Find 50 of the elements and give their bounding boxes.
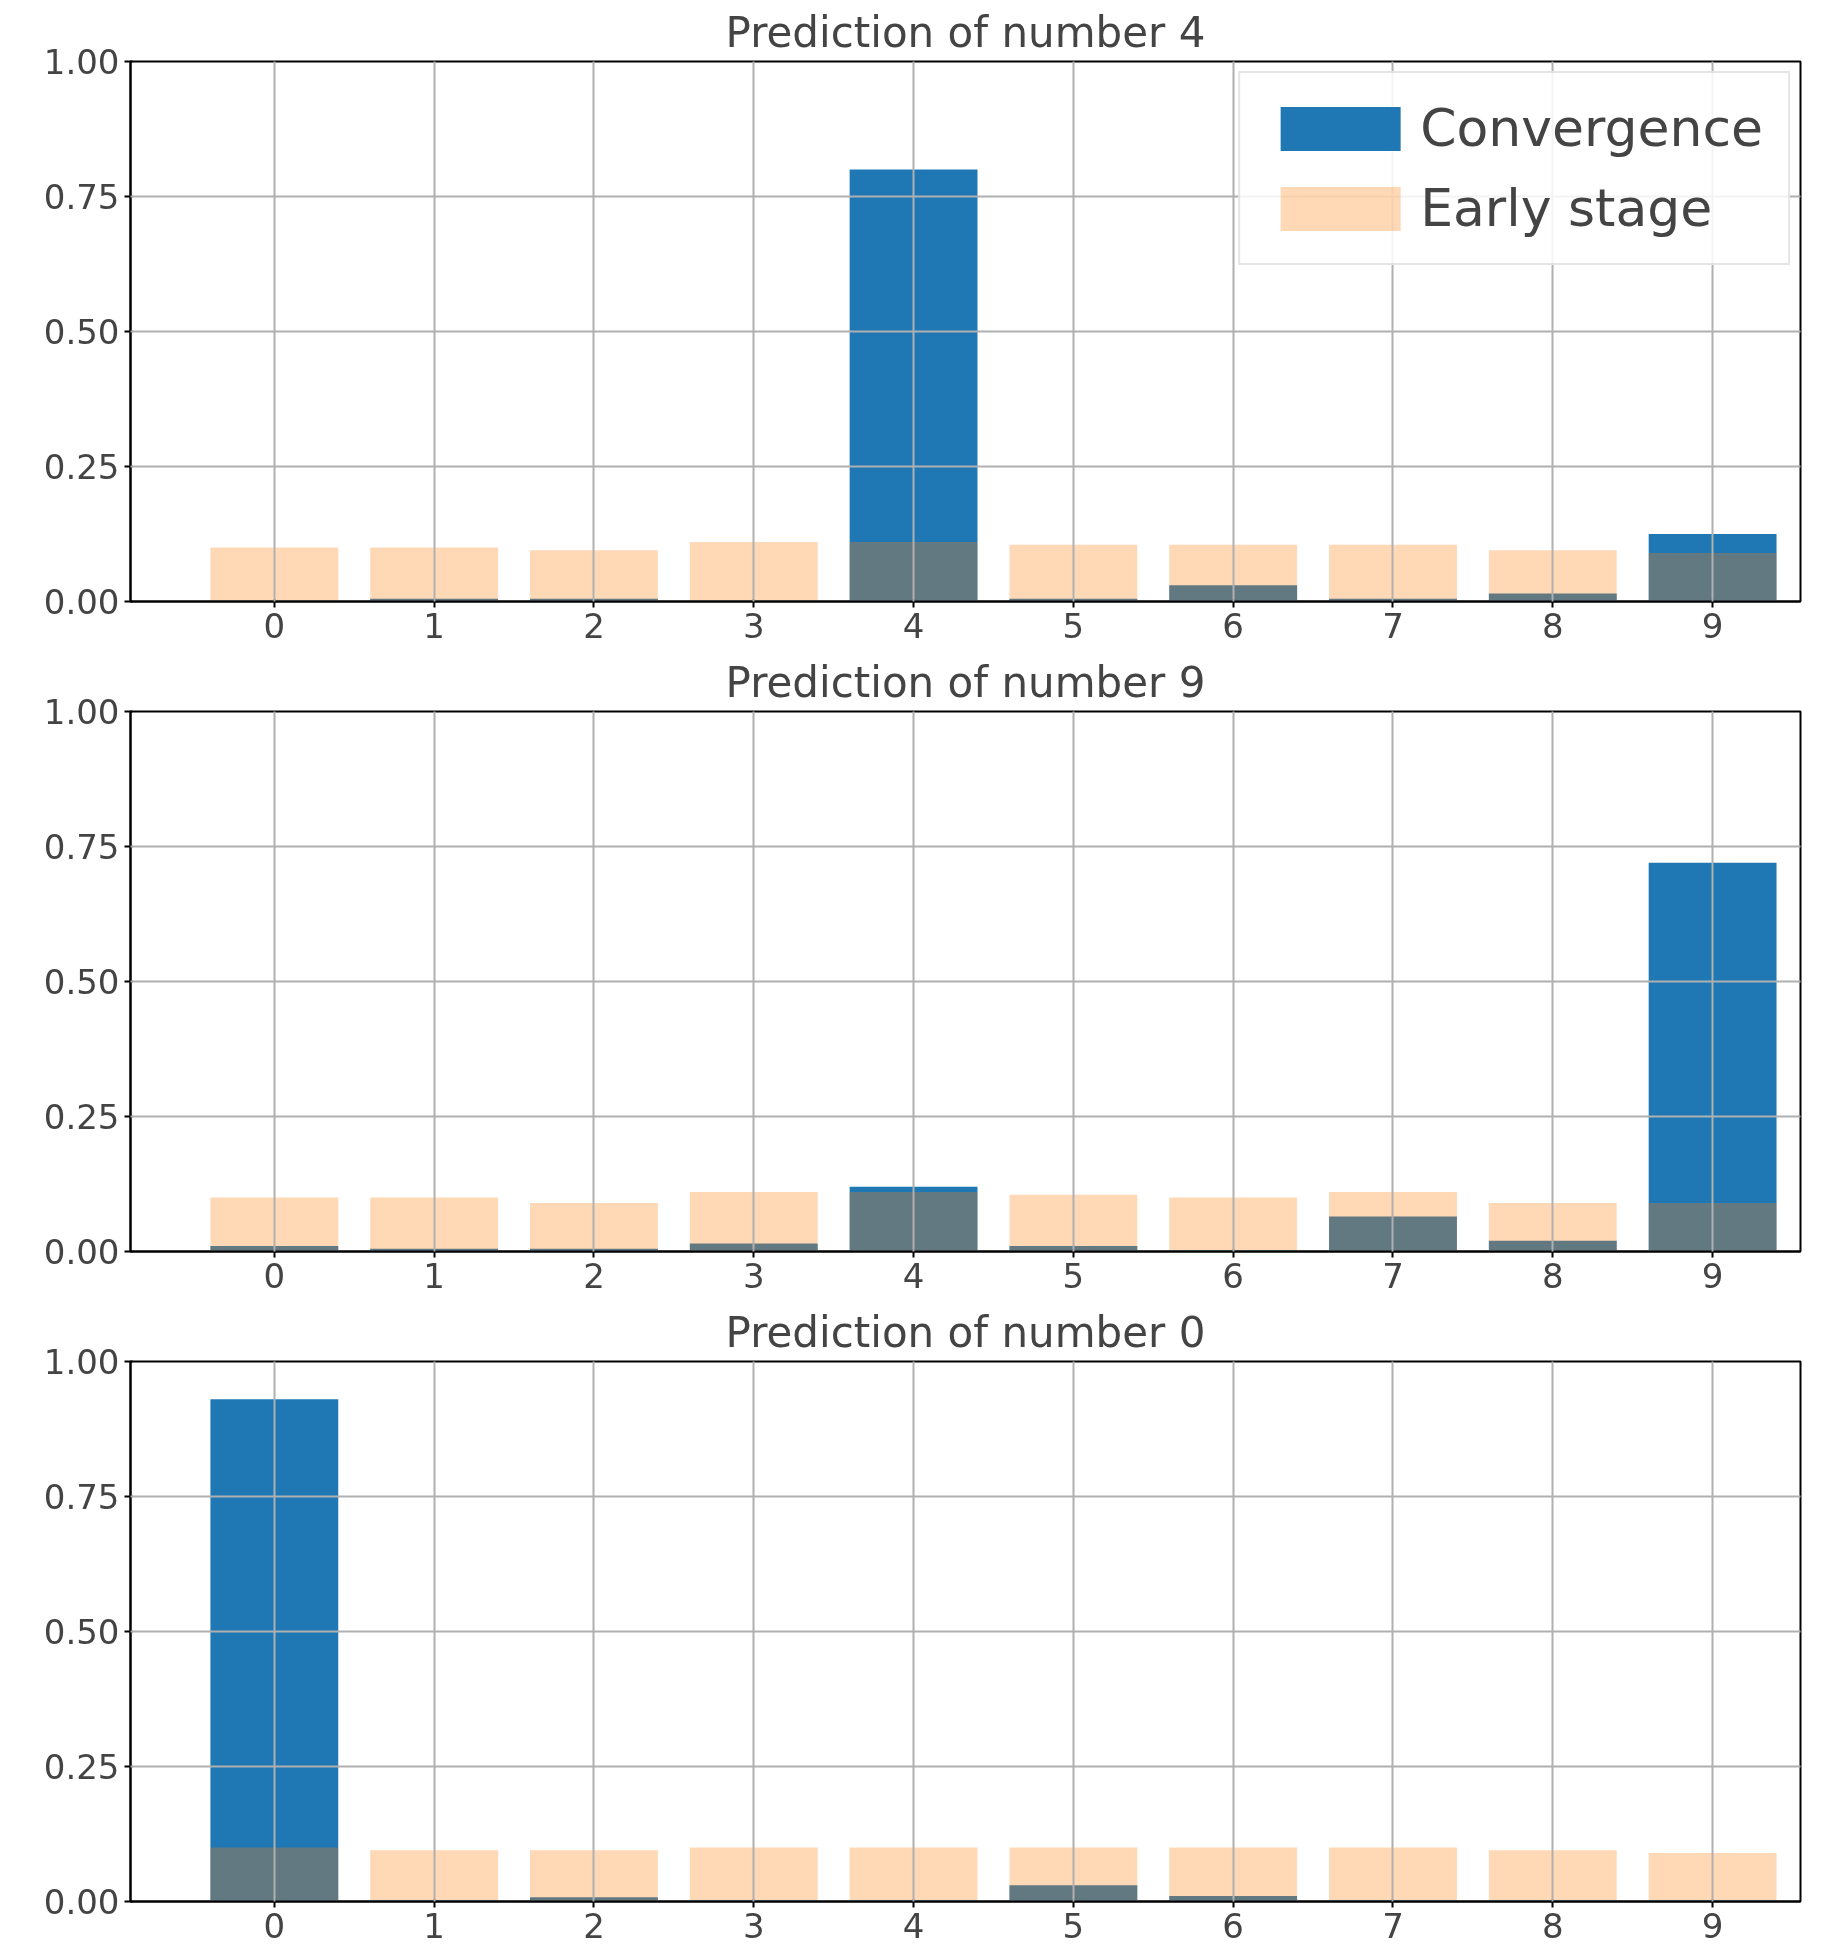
y-tick-label: 1.00 (43, 692, 120, 732)
legend-label: Early stage (1420, 178, 1713, 238)
x-tick-label: 0 (263, 1255, 286, 1296)
x-tick-label: 0 (263, 1905, 286, 1946)
y-tick-label: 0.00 (43, 1882, 120, 1922)
x-tick-label: 4 (902, 1905, 925, 1946)
x-tick-label: 3 (742, 1255, 765, 1296)
y-tick-label: 0.75 (43, 177, 120, 217)
y-tick-label: 0.75 (43, 1477, 120, 1517)
y-tick-label: 1.00 (43, 42, 120, 82)
y-tick-label: 0.50 (43, 962, 120, 1002)
x-tick-label: 8 (1541, 605, 1564, 646)
chart-title: Prediction of number 0 (725, 1307, 1206, 1357)
y-tick-label: 1.00 (43, 1342, 120, 1382)
x-tick-label: 4 (902, 1255, 925, 1296)
x-tick-label: 9 (1701, 1905, 1724, 1946)
x-tick-label: 0 (263, 605, 286, 646)
x-tick-label: 5 (1062, 1255, 1085, 1296)
x-tick-label: 6 (1222, 605, 1244, 646)
chart-title: Prediction of number 4 (725, 7, 1206, 57)
x-tick-label: 8 (1541, 1255, 1564, 1296)
x-tick-label: 2 (583, 605, 605, 646)
x-tick-label: 8 (1541, 1905, 1564, 1946)
y-tick-label: 0.25 (43, 1747, 120, 1787)
x-tick-label: 7 (1382, 605, 1404, 646)
y-tick-label: 0.25 (43, 447, 120, 487)
legend-label: Convergence (1420, 98, 1763, 158)
x-tick-label: 5 (1062, 1905, 1085, 1946)
y-tick-label: 0.75 (43, 827, 120, 867)
y-tick-label: 0.00 (43, 582, 120, 622)
x-tick-label: 3 (742, 1905, 765, 1946)
x-tick-label: 1 (423, 1255, 445, 1296)
x-tick-label: 5 (1062, 605, 1085, 646)
x-tick-label: 2 (583, 1905, 605, 1946)
x-tick-label: 6 (1222, 1255, 1244, 1296)
x-tick-label: 7 (1382, 1255, 1404, 1296)
y-tick-label: 0.50 (43, 1612, 120, 1652)
x-tick-label: 2 (583, 1255, 605, 1296)
x-tick-label: 9 (1701, 1255, 1724, 1296)
x-tick-label: 4 (902, 605, 925, 646)
x-tick-label: 7 (1382, 1905, 1404, 1946)
y-tick-label: 0.00 (43, 1232, 120, 1272)
x-tick-label: 1 (423, 605, 445, 646)
x-tick-label: 3 (742, 605, 765, 646)
y-tick-label: 0.50 (43, 312, 120, 352)
y-tick-label: 0.25 (43, 1097, 120, 1137)
x-tick-label: 1 (423, 1905, 445, 1946)
x-tick-label: 9 (1701, 605, 1724, 646)
chart-title: Prediction of number 9 (725, 657, 1206, 707)
x-tick-label: 6 (1222, 1905, 1244, 1946)
